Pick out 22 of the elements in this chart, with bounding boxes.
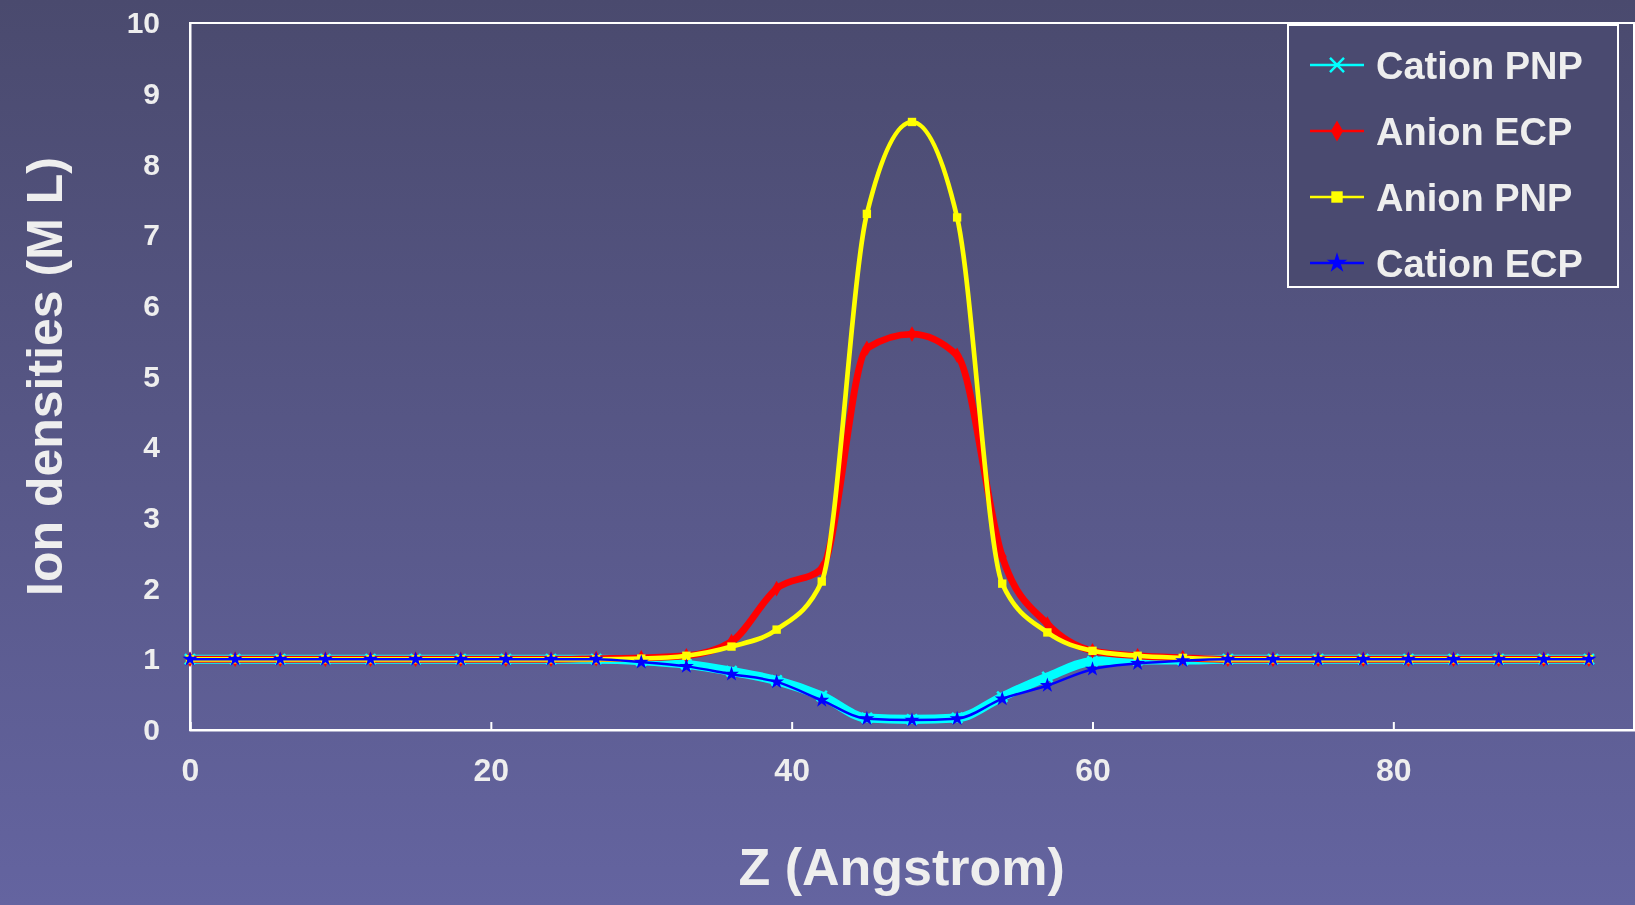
legend-label: Anion PNP	[1376, 177, 1573, 219]
x-tick-label: 20	[473, 751, 510, 788]
y-tick-label: 10	[126, 6, 160, 40]
x-tick-label: 60	[1075, 751, 1111, 788]
y-tick-label: 7	[143, 218, 160, 252]
y-tick-label: 4	[143, 430, 161, 464]
x-tick-label: 40	[774, 751, 810, 788]
y-tick-label: 2	[143, 571, 160, 605]
y-tick-label: 5	[143, 359, 160, 393]
y-tick-label: 6	[143, 288, 160, 322]
y-tick-label: 9	[143, 76, 160, 110]
legend-label: Anion ECP	[1376, 111, 1573, 153]
x-tick-label: 80	[1376, 751, 1412, 788]
y-tick-label: 8	[143, 147, 160, 181]
x-axis-title: Z (Angstrom)	[738, 838, 1065, 896]
y-axis-title: Ion densities (M L)	[17, 157, 73, 596]
y-tick-label: 1	[143, 642, 160, 676]
legend-label: Cation PNP	[1376, 45, 1583, 87]
legend-label: Cation ECP	[1376, 243, 1583, 285]
x-tick-label: 0	[181, 751, 200, 788]
y-tick-label: 3	[143, 501, 160, 534]
y-tick-label: 0	[143, 713, 160, 747]
